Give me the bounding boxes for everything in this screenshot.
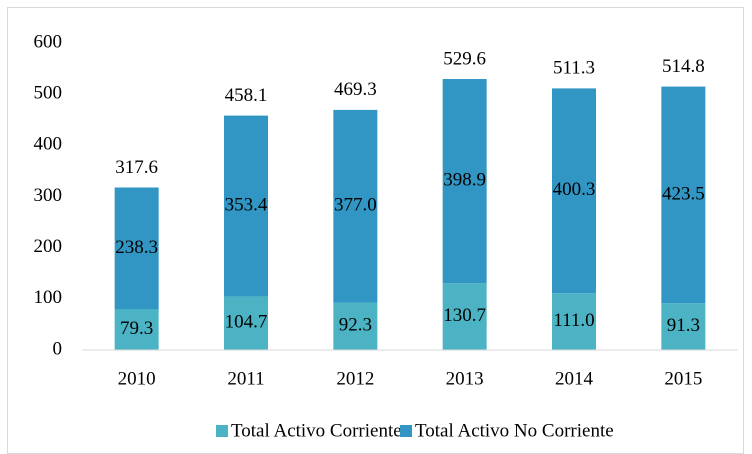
total-label: 511.3 (553, 58, 595, 79)
total-label: 469.3 (334, 79, 377, 100)
legend-label: Total Activo Corriente (231, 420, 402, 441)
y-tick-label: 300 (34, 185, 63, 206)
bar-segment (552, 293, 596, 350)
value-label: 353.4 (225, 194, 268, 215)
total-label: 458.1 (225, 85, 268, 106)
bar-segment (442, 283, 487, 350)
bar-segment (224, 115, 268, 297)
y-tick-label: 600 (34, 31, 63, 52)
bar-segment (114, 309, 159, 350)
total-label: 529.6 (443, 48, 486, 69)
bar-segment (552, 88, 596, 294)
legend-swatch (216, 425, 228, 437)
value-label: 423.5 (662, 183, 705, 204)
value-label: 92.3 (339, 315, 372, 336)
value-label: 79.3 (120, 318, 153, 339)
bar-segment (333, 302, 378, 350)
y-tick-label: 400 (34, 134, 63, 155)
value-label: 130.7 (443, 305, 486, 326)
bar-segment (661, 86, 706, 304)
bar-segment (224, 296, 268, 350)
bar-segment (333, 109, 378, 303)
x-tick-label: 2013 (446, 368, 484, 389)
x-tick-label: 2010 (118, 368, 156, 389)
legend-swatch (400, 425, 412, 437)
bar-segment (661, 303, 706, 350)
legend-label: Total Activo No Corriente (415, 420, 614, 441)
value-label: 400.3 (553, 179, 596, 200)
value-label: 238.3 (115, 237, 158, 258)
y-tick-label: 500 (34, 83, 63, 104)
y-tick-label: 200 (34, 236, 63, 257)
total-label: 317.6 (115, 157, 158, 178)
bar-segment (114, 187, 159, 310)
x-tick-label: 2012 (336, 368, 374, 389)
value-label: 91.3 (667, 315, 700, 336)
y-tick-label: 100 (34, 287, 63, 308)
value-label: 377.0 (334, 195, 377, 216)
value-label: 104.7 (225, 312, 268, 333)
value-label: 111.0 (553, 310, 594, 331)
x-tick-label: 2015 (664, 368, 702, 389)
bar-segment (442, 79, 487, 284)
y-tick-label: 0 (53, 338, 63, 359)
value-label: 398.9 (443, 169, 486, 190)
x-tick-label: 2014 (555, 368, 594, 389)
total-label: 514.8 (662, 56, 705, 77)
x-tick-label: 2011 (227, 368, 264, 389)
